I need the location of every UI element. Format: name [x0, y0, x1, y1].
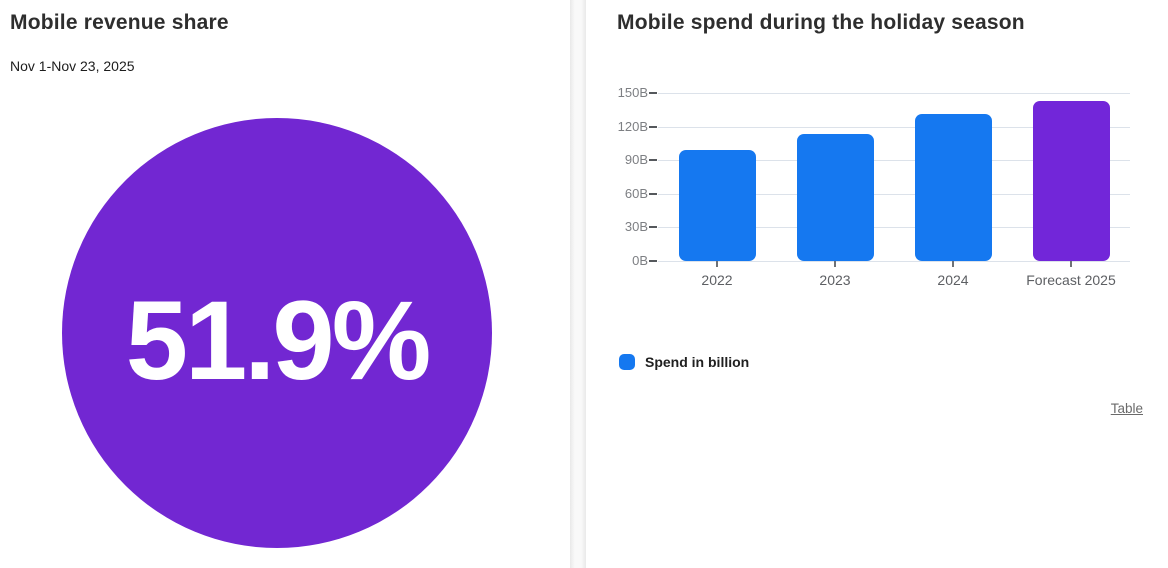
- revenue-share-circle: 51.9%: [62, 118, 492, 548]
- y-axis-label: 90B: [624, 152, 648, 168]
- x-axis-label-2023: 2023: [819, 272, 851, 288]
- y-axis-label: 60B: [624, 185, 648, 201]
- revenue-panel-title: Mobile revenue share: [10, 11, 229, 34]
- y-axis-label: 120B: [617, 118, 648, 134]
- revenue-share-value: 51.9%: [125, 277, 432, 403]
- spend-panel-title: Mobile spend during the holiday season: [617, 11, 1025, 34]
- y-axis-tick: [649, 159, 657, 162]
- bar-2022[interactable]: [678, 150, 756, 261]
- bar-2024[interactable]: [914, 114, 992, 261]
- x-axis-label-2024: 2024: [937, 272, 969, 288]
- bar-chart-plot-area: [658, 93, 1130, 262]
- bar-forecast-2025[interactable]: [1032, 100, 1110, 261]
- gridline-0B: [658, 261, 1130, 262]
- holiday-spend-panel: Mobile spend during the holiday season 0…: [586, 0, 1168, 568]
- gridline-60B: [658, 193, 1130, 195]
- y-axis-label: 30B: [624, 219, 648, 235]
- bar-chart: 0B 30B 60B 90B 120B 150B 2022 2023 2024 Forecast …: [586, 85, 1130, 393]
- x-axis-tick: [952, 261, 954, 267]
- legend-item-spend[interactable]: Spend in billion: [619, 354, 749, 370]
- gridline-150B: [658, 93, 1130, 94]
- x-axis-tick: [716, 261, 718, 267]
- revenue-date-range: Nov 1-Nov 23, 2025: [10, 58, 135, 74]
- gridline-30B: [658, 227, 1130, 229]
- y-axis-tick: [649, 192, 657, 195]
- panel-divider: [570, 0, 586, 568]
- y-axis-tick: [649, 260, 657, 262]
- x-axis-tick: [834, 261, 836, 267]
- legend-swatch: [619, 354, 635, 370]
- legend-label: Spend in billion: [645, 354, 750, 370]
- y-axis-tick: [649, 92, 657, 94]
- y-axis-tick: [649, 125, 657, 128]
- y-axis-label: 150B: [617, 85, 648, 100]
- bar-2023[interactable]: [796, 134, 874, 261]
- table-link[interactable]: Table: [1110, 401, 1143, 416]
- x-axis-label-2022: 2022: [701, 272, 733, 288]
- y-axis-label: 0B: [632, 253, 648, 268]
- x-axis-tick: [1070, 261, 1072, 267]
- gridline-120B: [658, 126, 1130, 128]
- y-axis-tick: [649, 226, 657, 229]
- x-axis-label-forecast-2025: Forecast 2025: [1026, 272, 1116, 288]
- revenue-share-panel: Mobile revenue share Nov 1-Nov 23, 2025 …: [0, 0, 570, 568]
- gridline-90B: [658, 160, 1130, 162]
